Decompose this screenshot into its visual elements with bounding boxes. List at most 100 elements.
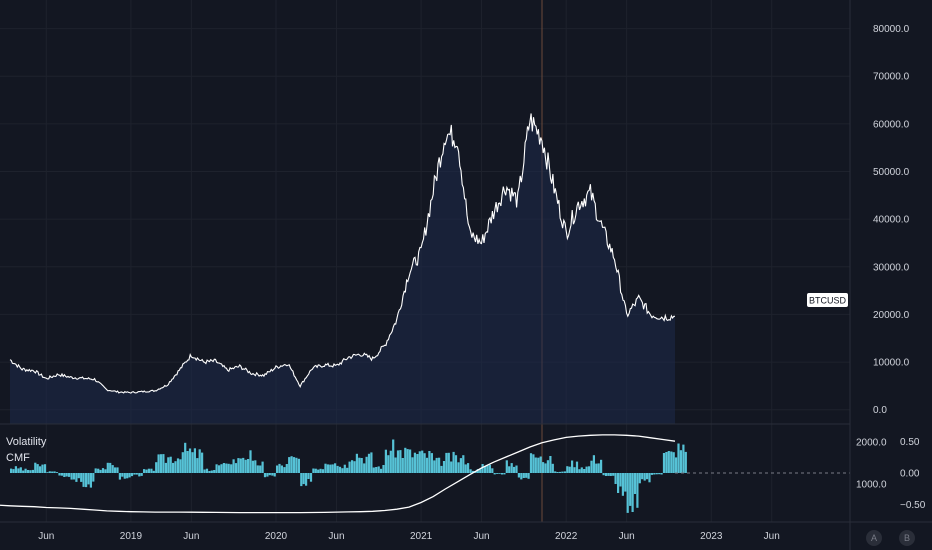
cmf-bar bbox=[104, 469, 107, 473]
cmf-bar bbox=[471, 470, 475, 473]
cmf-bar bbox=[205, 468, 209, 473]
cmf-bar bbox=[672, 452, 675, 473]
volatility-tick-label: 2000.0 bbox=[856, 438, 887, 449]
cmf-bar bbox=[583, 469, 586, 473]
cmf-bar bbox=[445, 452, 448, 473]
cmf-bar bbox=[346, 467, 349, 473]
cmf-bar bbox=[22, 470, 25, 473]
cmf-bar bbox=[433, 460, 436, 473]
cmf-bar bbox=[292, 457, 296, 473]
cmf-bar bbox=[575, 461, 579, 473]
cmf-bar bbox=[256, 465, 259, 473]
cmf-bar bbox=[660, 473, 663, 475]
cmf-bar bbox=[389, 450, 392, 473]
cmf-bar bbox=[484, 466, 487, 473]
cmf-bar bbox=[544, 463, 547, 473]
cmf-bar bbox=[249, 450, 252, 473]
cmf-bar bbox=[36, 464, 39, 473]
cmf-bar bbox=[230, 464, 233, 473]
log-scale-button[interactable]: B bbox=[899, 530, 915, 546]
cmf-bar bbox=[116, 467, 119, 473]
cmf-bar bbox=[176, 458, 180, 473]
cmf-bar bbox=[454, 455, 458, 473]
cmf-bar bbox=[338, 466, 342, 473]
cmf-bar bbox=[481, 464, 484, 473]
cmf-bar bbox=[128, 473, 131, 478]
cmf-bar bbox=[384, 449, 387, 473]
cmf-bar bbox=[314, 468, 317, 473]
cmf-bar bbox=[655, 473, 658, 475]
cmf-bar bbox=[486, 465, 489, 473]
cmf-bar bbox=[546, 460, 549, 473]
cmf-bar bbox=[602, 473, 605, 476]
cmf-bar bbox=[621, 473, 624, 496]
cmf-tick-label: 0.50 bbox=[900, 437, 920, 448]
cmf-bar bbox=[370, 452, 373, 473]
cmf-bar bbox=[24, 468, 27, 473]
cmf-bar bbox=[643, 473, 646, 481]
cmf-bar bbox=[409, 449, 412, 473]
volatility-line bbox=[0, 434, 676, 514]
cmf-bar bbox=[452, 451, 455, 473]
price-tick-label: 10000.0 bbox=[873, 358, 910, 369]
cmf-bar bbox=[174, 461, 177, 473]
cmf-bar bbox=[580, 467, 583, 473]
indicator-axis: 0.50 0.00 −0.50 2000.0 1000.0 bbox=[856, 437, 926, 511]
time-tick-label: Jun bbox=[473, 531, 489, 542]
cmf-bar bbox=[329, 464, 332, 473]
cmf-bar bbox=[360, 458, 363, 473]
cmf-bar bbox=[442, 461, 446, 473]
cmf-bar bbox=[302, 473, 305, 485]
auto-scale-button[interactable]: A bbox=[866, 530, 882, 546]
price-tick-label: 50000.0 bbox=[873, 167, 910, 178]
cmf-bar bbox=[382, 465, 385, 473]
cmf-bar bbox=[19, 467, 22, 473]
cmf-bar bbox=[387, 455, 390, 473]
cmf-bar bbox=[193, 448, 196, 473]
cmf-bar bbox=[558, 471, 562, 473]
cmf-bar bbox=[667, 451, 670, 473]
cmf-bar bbox=[677, 443, 680, 473]
time-tick-label: 2020 bbox=[265, 531, 288, 542]
cmf-bar bbox=[126, 473, 129, 479]
cmf-bar bbox=[97, 468, 100, 473]
cmf-bar bbox=[629, 473, 632, 506]
cmf-bar bbox=[43, 464, 47, 473]
cmf-bar bbox=[411, 457, 414, 473]
legend-cmf[interactable]: CMF bbox=[6, 452, 30, 464]
cmf-bar bbox=[363, 463, 366, 473]
cmf-bar bbox=[237, 458, 240, 473]
cmf-bar bbox=[585, 466, 588, 473]
volatility-tick-label: 1000.0 bbox=[856, 480, 887, 491]
cmf-bar bbox=[31, 469, 34, 473]
cmf-bar bbox=[372, 467, 375, 473]
cmf-bar bbox=[280, 465, 283, 473]
cmf-bar bbox=[58, 473, 61, 476]
cmf-bar bbox=[65, 473, 68, 477]
cmf-bar bbox=[143, 469, 146, 473]
cmf-bar bbox=[394, 457, 397, 473]
cmf-bar bbox=[573, 467, 576, 473]
cmf-bar bbox=[571, 460, 574, 473]
cmf-bar bbox=[232, 459, 235, 473]
cmf-bar bbox=[29, 470, 32, 473]
cmf-bar bbox=[358, 457, 361, 473]
cmf-bar bbox=[82, 473, 85, 487]
cmf-bar bbox=[331, 464, 334, 473]
cmf-bar bbox=[94, 468, 97, 473]
cmf-bar bbox=[646, 473, 649, 480]
legend-volatility[interactable]: Volatility bbox=[6, 436, 47, 448]
cmf-bar bbox=[145, 469, 148, 473]
cmf-bar bbox=[244, 459, 247, 473]
cmf-bar bbox=[70, 473, 73, 480]
cmf-bar bbox=[513, 466, 516, 473]
price-tick-label: 0.0 bbox=[873, 405, 887, 416]
cmf-bar bbox=[510, 463, 513, 473]
cmf-bar bbox=[111, 465, 114, 473]
cmf-bar bbox=[491, 468, 494, 473]
cmf-bar bbox=[39, 466, 42, 473]
cmf-bar bbox=[234, 463, 238, 473]
cmf-bar bbox=[186, 451, 189, 473]
cmf-bar bbox=[447, 452, 450, 473]
cmf-bar bbox=[254, 460, 257, 473]
